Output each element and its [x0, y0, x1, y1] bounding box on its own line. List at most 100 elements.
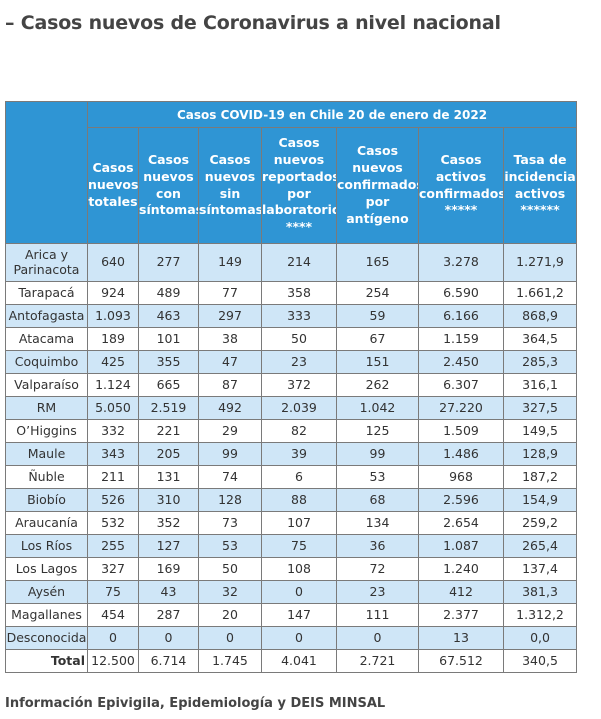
value-cell: 128: [198, 488, 262, 512]
value-cell: 68: [336, 488, 419, 512]
value-cell: 3.278: [418, 243, 504, 282]
column-header: Casos nuevos sin síntomas: [198, 127, 262, 244]
value-cell: 131: [138, 465, 199, 489]
value-cell: 6.307: [418, 373, 504, 397]
region-name-cell: Magallanes: [5, 603, 88, 627]
value-cell: 29: [198, 419, 262, 443]
value-cell: 134: [336, 511, 419, 535]
value-cell: 262: [336, 373, 419, 397]
value-cell: 36: [336, 534, 419, 558]
value-cell: 75: [87, 580, 139, 604]
region-name-cell: O’Higgins: [5, 419, 88, 443]
value-cell: 1.093: [87, 304, 139, 328]
table-row: Coquimbo 425 355 47 23 151 2.450 285,3: [5, 350, 578, 374]
source-note: Información Epivigila, Epidemiología y D…: [5, 696, 386, 711]
value-cell: 924: [87, 281, 139, 305]
region-name-cell: Coquimbo: [5, 350, 88, 374]
table-row: Biobío 526 310 128 88 68 2.596 154,9: [5, 488, 578, 512]
value-cell: 20: [198, 603, 262, 627]
value-cell: 333: [261, 304, 337, 328]
region-name-cell: Desconocida: [5, 626, 88, 650]
value-cell: 50: [198, 557, 262, 581]
value-cell: 355: [138, 350, 199, 374]
table-row: Magallanes 454 287 20 147 111 2.377 1.312,2: [5, 603, 578, 627]
value-cell: 1.486: [418, 442, 504, 466]
value-cell: 412: [418, 580, 504, 604]
region-name-cell: Tarapacá: [5, 281, 88, 305]
value-cell: 147: [261, 603, 337, 627]
table-row: Aysén 75 43 32 0 23 412 381,3: [5, 580, 578, 604]
region-name-cell: Los Ríos: [5, 534, 88, 558]
value-cell: 285,3: [502, 350, 578, 374]
value-cell: 23: [261, 350, 337, 374]
value-cell: 0: [261, 626, 337, 650]
table-row: O’Higgins 332 221 29 82 125 1.509 149,5: [5, 419, 578, 443]
value-cell: 277: [138, 243, 199, 282]
region-name-cell: RM: [5, 396, 88, 420]
value-cell: 492: [198, 396, 262, 420]
table-super-header: Casos COVID-19 en Chile 20 de enero de 2…: [86, 101, 578, 128]
value-cell: 221: [138, 419, 199, 443]
table-row: Antofagasta 1.093 463 297 333 59 6.166 868,9: [5, 304, 578, 328]
value-cell: 6.590: [418, 281, 504, 305]
value-cell: 0: [261, 580, 337, 604]
value-cell: 87: [198, 373, 262, 397]
value-cell: 2.377: [418, 603, 504, 627]
value-cell: 2.519: [138, 396, 199, 420]
value-cell: 287: [138, 603, 199, 627]
value-cell: 108: [261, 557, 337, 581]
value-cell: 205: [138, 442, 199, 466]
value-cell: 0: [138, 626, 199, 650]
value-cell: 454: [87, 603, 139, 627]
value-cell: 316,1: [502, 373, 578, 397]
value-cell: 72: [336, 557, 419, 581]
value-cell: 332: [87, 419, 139, 443]
region-name-cell: Atacama: [5, 327, 88, 351]
region-name-cell: Arica y Parinacota: [5, 243, 88, 282]
region-name-cell: Maule: [5, 442, 88, 466]
value-cell: 0: [198, 626, 262, 650]
value-cell: 1.159: [418, 327, 504, 351]
value-cell: 352: [138, 511, 199, 535]
value-cell: 532: [87, 511, 139, 535]
region-name-cell: Valparaíso: [5, 373, 88, 397]
value-cell: 1.124: [87, 373, 139, 397]
corner-header-cell: [5, 101, 88, 244]
column-header: Casos nuevos reportados por laboratorio …: [261, 127, 337, 244]
value-cell: 358: [261, 281, 337, 305]
value-cell: 53: [198, 534, 262, 558]
value-cell: 1.509: [418, 419, 504, 443]
value-cell: 214: [261, 243, 337, 282]
value-cell: 6.166: [418, 304, 504, 328]
value-cell: 50: [261, 327, 337, 351]
region-name-cell: Biobío: [5, 488, 88, 512]
table-row: Desconocida 0 0 0 0 0 13 0,0: [5, 626, 578, 650]
value-cell: 1.042: [336, 396, 419, 420]
value-cell: 327,5: [502, 396, 578, 420]
table-row: Arica y Parinacota 640 277 149 214 165 3.278 1.…: [5, 243, 578, 282]
value-cell: 38: [198, 327, 262, 351]
column-header: Tasa de incidencia activos ******: [502, 127, 578, 244]
value-cell: 1.087: [418, 534, 504, 558]
value-cell: 73: [198, 511, 262, 535]
table-row: Tarapacá 924 489 77 358 254 6.590 1.661,2: [5, 281, 578, 305]
value-cell: 75: [261, 534, 337, 558]
value-cell: 343: [87, 442, 139, 466]
covid-cases-table: Casos COVID-19 en Chile 20 de enero de 2…: [5, 101, 578, 673]
value-cell: 187,2: [502, 465, 578, 489]
value-cell: 99: [198, 442, 262, 466]
value-cell: 665: [138, 373, 199, 397]
value-cell: 254: [336, 281, 419, 305]
value-cell: 372: [261, 373, 337, 397]
region-name-cell: Araucanía: [5, 511, 88, 535]
value-cell: 74: [198, 465, 262, 489]
value-cell: 47: [198, 350, 262, 374]
value-cell: 2.039: [261, 396, 337, 420]
value-cell: 2.596: [418, 488, 504, 512]
value-cell: 211: [87, 465, 139, 489]
value-cell: 489: [138, 281, 199, 305]
page-title: – Casos nuevos de Coronavirus a nivel na…: [5, 12, 501, 34]
total-value-cell: 340,5: [502, 649, 578, 673]
column-header: Casos nuevos totales: [87, 127, 139, 244]
value-cell: 149: [198, 243, 262, 282]
